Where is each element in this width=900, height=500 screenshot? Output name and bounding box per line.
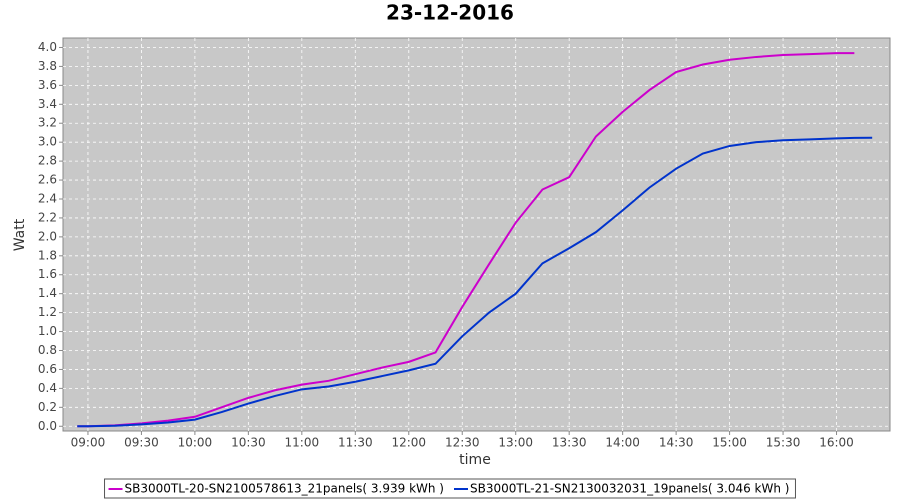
- x-tick-label: 13:30: [552, 436, 587, 450]
- y-tick-label: 3.8: [38, 59, 57, 73]
- x-tick-label: 10:30: [231, 436, 266, 450]
- x-tick-label: 11:30: [338, 436, 373, 450]
- y-tick-label: 0.2: [38, 400, 57, 414]
- y-tick-label: 3.4: [38, 97, 57, 111]
- y-tick-label: 1.8: [38, 248, 57, 262]
- y-tick-label: 0.4: [38, 381, 57, 395]
- plot-area: [62, 37, 891, 432]
- series-line: [77, 52, 855, 428]
- x-tick-label: 13:00: [498, 436, 533, 450]
- y-tick-label: 2.4: [38, 191, 57, 205]
- x-tick-label: 14:00: [605, 436, 640, 450]
- y-tick-label: 2.0: [38, 229, 57, 243]
- y-tick-label: 0.0: [38, 419, 57, 433]
- x-tick-label: 09:30: [124, 436, 159, 450]
- x-tick-label: 09:00: [71, 436, 106, 450]
- x-tick-label: 11:00: [285, 436, 320, 450]
- x-tick-label: 10:00: [178, 436, 213, 450]
- x-tick-label: 14:30: [659, 436, 694, 450]
- y-axis-title: Watt: [12, 218, 28, 251]
- y-tick-label: 0.6: [38, 362, 57, 376]
- y-tick-label: 2.8: [38, 154, 57, 168]
- y-tick-label: 1.4: [38, 286, 57, 300]
- y-tick-label: 2.6: [38, 173, 57, 187]
- y-tick-label: 2.2: [38, 210, 57, 224]
- series-line: [77, 136, 873, 428]
- x-tick-label: 16:00: [819, 436, 854, 450]
- legend-box: [104, 478, 796, 499]
- y-tick-label: 4.0: [38, 40, 57, 54]
- x-tick-label: 15:30: [766, 436, 801, 450]
- y-tick-label: 1.6: [38, 267, 57, 281]
- chart-title: 23-12-2016: [386, 1, 514, 25]
- x-tick-label: 15:00: [712, 436, 747, 450]
- y-tick-label: 1.2: [38, 305, 57, 319]
- legend: SB3000TL-20-SN2100578613_21panels( 3.939…: [104, 478, 796, 499]
- legend-label: SB3000TL-20-SN2100578613_21panels( 3.939…: [125, 482, 444, 496]
- x-tick-label: 12:30: [445, 436, 480, 450]
- legend-label: SB3000TL-21-SN2130032031_19panels( 3.046…: [470, 482, 789, 496]
- x-tick-label: 12:00: [391, 436, 426, 450]
- y-tick-label: 3.0: [38, 135, 57, 149]
- y-tick-label: 0.8: [38, 343, 57, 357]
- y-tick-label: 3.2: [38, 116, 57, 130]
- y-tick-label: 1.0: [38, 324, 57, 338]
- x-axis-title: time: [459, 452, 491, 468]
- y-tick-label: 3.6: [38, 78, 57, 92]
